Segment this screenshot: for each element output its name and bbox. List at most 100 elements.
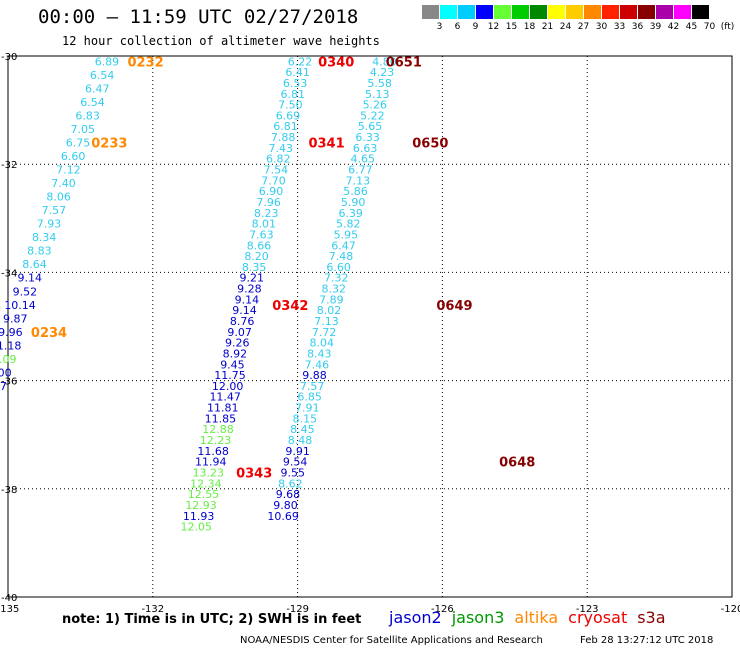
wave-height-value: 6.89 bbox=[95, 55, 120, 68]
wave-height-value: 9.52 bbox=[13, 285, 38, 298]
wave-height-value: 12.93 bbox=[185, 499, 217, 512]
wave-height-value: 7.50 bbox=[278, 99, 303, 112]
wave-height-value: 6.69 bbox=[276, 109, 301, 122]
wave-height-value: 7.32 bbox=[324, 272, 349, 285]
color-scale-label: 18 bbox=[523, 22, 536, 32]
wave-height-value: 6.39 bbox=[338, 207, 363, 220]
satellite-legend-item: s3a bbox=[637, 608, 666, 627]
color-scale-swatch bbox=[512, 5, 529, 19]
color-scale-label: 30 bbox=[595, 22, 608, 32]
color-scale-label: 6 bbox=[454, 22, 461, 32]
wave-height-value: 8.62 bbox=[278, 477, 303, 490]
wave-height-value: 11.81 bbox=[207, 402, 239, 415]
wave-height-value: 6.77 bbox=[348, 164, 373, 177]
wave-height-value: 6.33 bbox=[355, 131, 380, 144]
pass-time-label: 0234 bbox=[31, 326, 67, 341]
wave-height-value: 10.14 bbox=[4, 299, 36, 312]
wave-height-value: 7.43 bbox=[268, 142, 293, 155]
color-scale-swatch bbox=[602, 5, 619, 19]
wave-height-value: 9.14 bbox=[17, 272, 42, 285]
wave-height-value: 11.85 bbox=[205, 412, 237, 425]
wave-height-value: 8.23 bbox=[254, 207, 279, 220]
x-tick-label: -126 bbox=[431, 604, 454, 615]
wave-height-value: 7.40 bbox=[51, 177, 76, 190]
wave-height-value: 7.63 bbox=[249, 228, 274, 241]
wave-height-value: 7.57 bbox=[42, 204, 67, 217]
wave-height-value: 11.47 bbox=[209, 391, 241, 404]
color-scale-swatch bbox=[440, 5, 457, 19]
wave-height-value: 13.23 bbox=[193, 466, 225, 479]
pass-time-label: 0343 bbox=[236, 466, 272, 481]
pass-time-label: 0649 bbox=[436, 299, 472, 314]
wave-height-value: 6.63 bbox=[353, 142, 378, 155]
wave-height-value: 7.89 bbox=[319, 293, 344, 306]
wave-height-value: 6.81 bbox=[281, 88, 306, 101]
y-tick-label: -34 bbox=[1, 268, 17, 279]
x-tick-label: -129 bbox=[286, 604, 309, 615]
color-scale-label: 42 bbox=[667, 22, 680, 32]
credit-line: NOAA/NESDIS Center for Satellite Applica… bbox=[240, 635, 543, 646]
x-tick-label: -132 bbox=[141, 604, 164, 615]
wave-height-value: 6.85 bbox=[297, 391, 322, 404]
wave-height-value: 9.07 bbox=[227, 326, 252, 339]
color-scale-swatch bbox=[458, 5, 475, 19]
wave-height-value: 8.35 bbox=[242, 261, 267, 274]
wave-height-value: 9.87 bbox=[3, 312, 28, 325]
satellite-legend-item: altika bbox=[514, 608, 559, 627]
color-scale-swatch bbox=[692, 5, 709, 19]
wave-height-value: 8.66 bbox=[247, 239, 272, 252]
wave-height-value: 5.86 bbox=[343, 185, 368, 198]
color-scale-label: 21 bbox=[541, 22, 554, 32]
color-scale-label: 3 bbox=[436, 22, 443, 32]
wave-height-value: 6.75 bbox=[66, 136, 91, 149]
color-scale-swatch bbox=[620, 5, 637, 19]
wave-height-value: 6.83 bbox=[75, 109, 100, 122]
x-tick-label: -135 bbox=[0, 604, 19, 615]
wave-height-value: 9.45 bbox=[220, 358, 245, 371]
wave-height-value: 11.93 bbox=[183, 510, 215, 523]
wave-height-value: 8.64 bbox=[22, 258, 47, 271]
color-scale-label: 24 bbox=[559, 22, 572, 32]
chart-subtitle: 12 hour collection of altimeter wave hei… bbox=[62, 34, 380, 48]
wave-height-value: 11.75 bbox=[214, 369, 246, 382]
pass-time-label: 0232 bbox=[127, 55, 163, 70]
color-scale-label: 33 bbox=[613, 22, 626, 32]
wave-height-value: 9.28 bbox=[237, 283, 262, 296]
wave-height-value: 4.80 bbox=[372, 55, 397, 68]
pass-time-label: 0342 bbox=[272, 299, 308, 314]
wave-height-value: 9.88 bbox=[302, 369, 327, 382]
color-scale-label: 12 bbox=[487, 22, 500, 32]
wave-height-value: 9.80 bbox=[273, 499, 298, 512]
pass-time-label: 0650 bbox=[412, 136, 448, 151]
wave-height-value: 6.41 bbox=[285, 66, 310, 79]
wave-height-value: 7.96 bbox=[256, 196, 281, 209]
wave-height-value: 9.96 bbox=[0, 326, 23, 339]
color-scale-label: 36 bbox=[631, 22, 644, 32]
wave-height-value: 10.69 bbox=[267, 510, 299, 523]
wave-height-value: 9.54 bbox=[283, 456, 308, 469]
wave-height-value: 6.47 bbox=[85, 82, 110, 95]
wave-height-value: 8.04 bbox=[309, 337, 334, 350]
color-scale-swatch bbox=[656, 5, 673, 19]
wave-height-value: 5.22 bbox=[360, 109, 385, 122]
wave-height-value: 11.94 bbox=[195, 456, 227, 469]
wave-height-value: 7.13 bbox=[346, 174, 371, 187]
wave-height-value: 5.90 bbox=[341, 196, 366, 209]
wave-height-value: 5.26 bbox=[363, 99, 388, 112]
wave-height-value: 5.95 bbox=[334, 228, 359, 241]
footnote: note: 1) Time is in UTC; 2) SWH is in fe… bbox=[62, 612, 362, 627]
wave-height-value: 6.53 bbox=[283, 77, 308, 90]
wave-height-value: 7.72 bbox=[312, 326, 337, 339]
wave-height-value: 9.91 bbox=[285, 445, 310, 458]
wave-height-value: 5.82 bbox=[336, 218, 361, 231]
wave-height-value: 6.81 bbox=[273, 120, 298, 133]
pass-time-label: 0233 bbox=[91, 136, 127, 151]
color-scale-swatch bbox=[566, 5, 583, 19]
wave-height-value: 8.92 bbox=[223, 347, 248, 360]
x-tick-label: -120 bbox=[721, 604, 740, 615]
color-scale-label: 9 bbox=[472, 22, 479, 32]
wave-height-value: 8.15 bbox=[293, 412, 318, 425]
color-scale-label: 70 bbox=[703, 22, 716, 32]
wave-height-value: 6.54 bbox=[80, 96, 105, 109]
